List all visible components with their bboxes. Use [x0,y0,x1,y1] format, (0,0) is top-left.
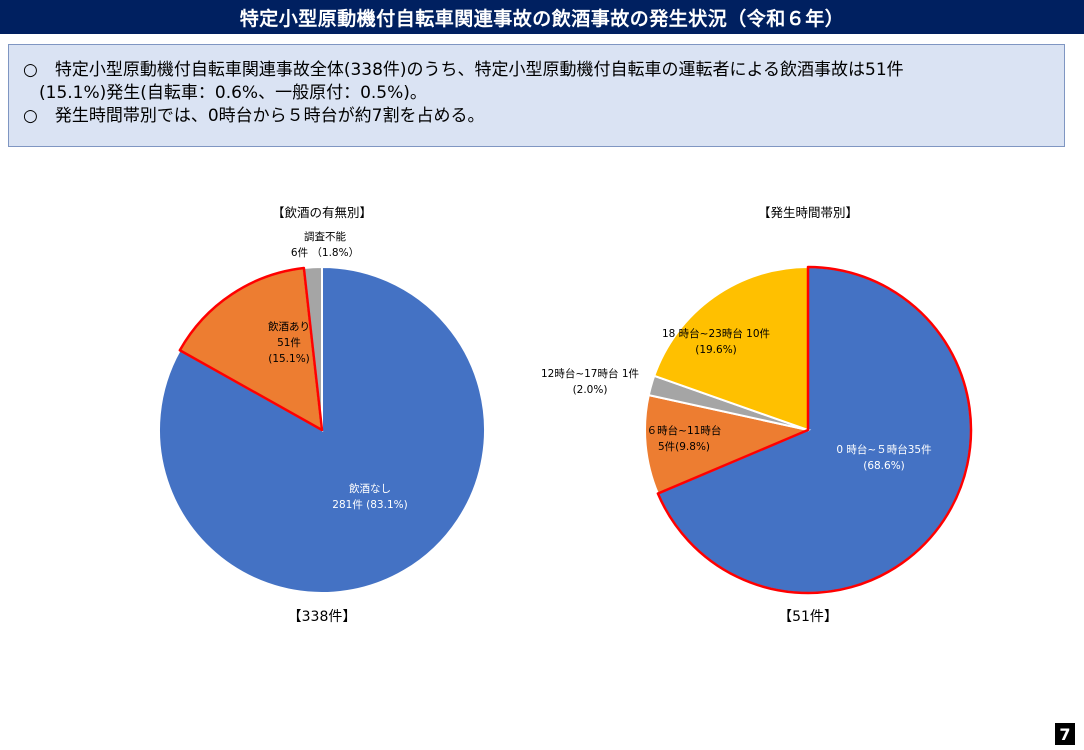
pie-chart-time: 0 時台~５時台35件 (68.6%) ６時台~11時台 5件(9.8%) 12時台~1… [541,265,973,595]
data-label-line: 6件 （1.8%） [291,247,359,259]
data-label-line: 0 時台~５時台35件 [836,443,931,456]
data-label-line: 12時台~17時台 1件 [541,367,639,380]
data-label-line: (19.6%) [695,344,737,356]
data-label-1-0: 0 時台~５時台35件 (68.6%) [836,443,931,472]
chart-title-time: 【発生時間帯別】 [757,205,859,220]
data-label-line: (2.0%) [573,384,608,396]
chart-total-drinking: 【338件】 [287,609,357,625]
data-label-line: ６時台~11時台 [647,424,722,437]
chart-total-time: 【51件】 [778,609,838,625]
highlight-outline-1-0 [656,265,973,595]
data-label-line: 5件(9.8%) [658,441,710,453]
data-label-1-2: 12時台~17時台 1件 (2.0%) [541,367,639,396]
data-label-line: (15.1%) [268,353,310,365]
data-label-0-2: 調査不能 6件 （1.8%） [291,230,359,259]
pie-slice-1-3 [652,265,809,432]
highlight-outline-0-0 [178,266,324,432]
data-label-line: 調査不能 [304,230,346,243]
data-label-line: 18 時台~23時台 10件 [662,327,770,340]
chart-title-drinking: 【飲酒の有無別】 [271,205,373,220]
summary-box: ○ 特定小型原動機付自転車関連事故全体(338件)のうち、特定小型原動機付自転車… [8,44,1065,147]
data-label-0-1: 飲酒あり 51件 (15.1%) [268,320,310,365]
pie-slice-1-1 [644,393,812,495]
data-label-1-1: ６時台~11時台 5件(9.8%) [647,424,722,453]
data-label-line: 飲酒あり [268,320,310,333]
data-label-1-3: 18 時台~23時台 10件 (19.6%) [662,327,770,356]
data-label-line: 51件 [277,337,301,349]
summary-line-1: ○ 特定小型原動機付自転車関連事故全体(338件)のうち、特定小型原動機付自転車… [23,60,904,80]
summary-line-2: (15.1%)発生(自転車：0.6%、一般原付：0.5%)。 [39,83,427,103]
data-label-line: 飲酒なし [349,482,391,495]
data-label-0-0: 飲酒なし 281件 (83.1%) [332,482,407,511]
summary-line-3: ○ 発生時間帯別では、0時台から５時台が約7割を占める。 [23,106,485,126]
pie-slice-0-0 [158,265,486,594]
page-number: 7 [1055,723,1075,745]
page-title: 特定小型原動機付自転車関連事故の飲酒事故の発生状況（令和６年） [0,0,1084,34]
data-label-line: (68.6%) [863,460,905,472]
pie-chart-drinking: 飲酒なし 281件 (83.1%) 飲酒あり 51件 (15.1%) 調査不能 6件 （1.… [158,230,486,594]
data-label-line: 281件 (83.1%) [332,499,407,511]
